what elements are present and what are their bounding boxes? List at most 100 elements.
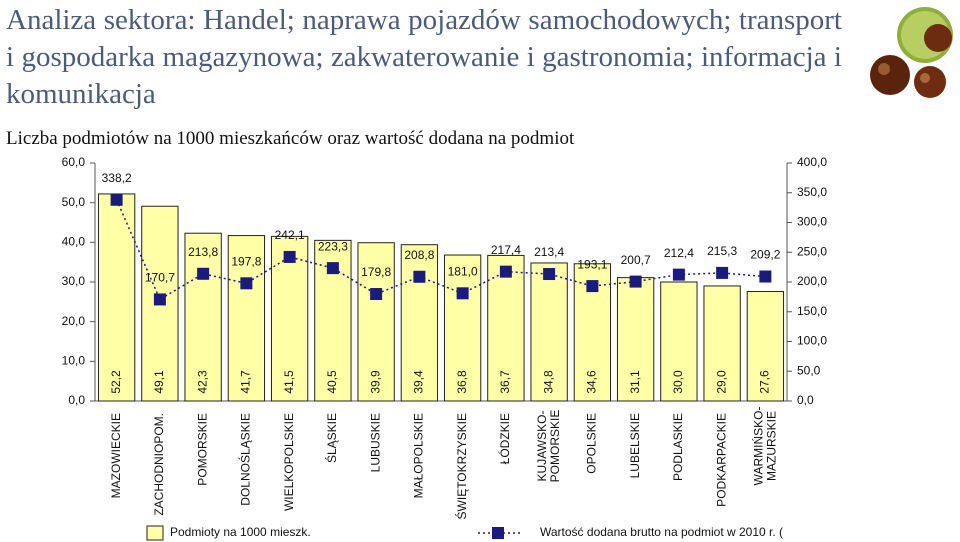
x-tick-label: ŁÓDZKIE [497, 413, 512, 464]
line-value-label: 213,4 [534, 245, 564, 259]
line-marker [326, 262, 339, 275]
x-tick-label: PODLASKIE [671, 413, 685, 481]
bar [357, 242, 395, 402]
line-value-label: 213,8 [188, 245, 218, 259]
bar [270, 235, 309, 402]
bar [616, 277, 655, 402]
x-tick-label: LUBELSKIE [628, 413, 642, 478]
y2-tick-label: 100,0 [797, 334, 827, 348]
bar [746, 291, 785, 402]
x-tick-label: ŚWIĘTOKRZYSKIE [454, 413, 469, 519]
x-tick-label: MAŁOPOLSKIE [412, 413, 426, 498]
line-marker [716, 266, 729, 279]
line-marker [499, 265, 512, 278]
bar-value-label: 30,0 [671, 370, 685, 394]
bar-value-label: 34,6 [585, 370, 599, 394]
y-tick-label: 0,0 [68, 393, 85, 407]
line-marker [629, 275, 642, 288]
bar [487, 254, 525, 402]
x-tick-label: KUJAWSKO-POMORSKIE [535, 410, 562, 483]
y2-tick-label: 50,0 [797, 363, 821, 377]
line-value-label: 217,4 [491, 243, 521, 257]
y2-tick-label: 350,0 [797, 185, 827, 199]
bar [443, 254, 482, 402]
y-tick-label: 20,0 [62, 314, 86, 328]
line-value-label: 242,1 [275, 228, 305, 242]
line-marker [543, 268, 556, 281]
bar [660, 281, 698, 402]
bar-value-label: 36,7 [498, 370, 512, 394]
y2-tick-label: 300,0 [797, 215, 827, 229]
bar [703, 285, 741, 402]
x-tick-label: ZACHODNIOPOM. [152, 413, 166, 516]
line-marker [370, 288, 383, 301]
x-tick-label: ŚLĄSKIE [324, 413, 339, 463]
y2-tick-label: 0,0 [797, 393, 814, 407]
bar-value-label: 27,6 [758, 370, 772, 394]
bar-value-label: 34,8 [541, 370, 555, 394]
bar-value-label: 36,8 [455, 370, 469, 394]
y-tick-label: 30,0 [62, 274, 86, 288]
bar [97, 193, 136, 402]
bar-value-label: 41,7 [239, 370, 253, 394]
x-tick-label: MAZOWIECKIE [109, 413, 123, 498]
x-tick-label: WARMIŃSKO-MAZURSKIE [751, 407, 779, 486]
y-tick-label: 50,0 [62, 195, 86, 209]
y2-tick-label: 250,0 [797, 244, 827, 258]
line-value-label: 223,3 [318, 239, 348, 253]
x-tick-label: PODKARPACKIE [714, 413, 728, 507]
bar-value-label: 39,4 [412, 370, 426, 394]
x-tick-label: POMORSKIE [195, 413, 209, 486]
legend-swatch [146, 525, 164, 541]
bar-value-label: 41,5 [282, 370, 296, 394]
x-tick-label: OPOLSKIE [585, 413, 599, 474]
y2-tick-label: 400,0 [797, 155, 827, 169]
bar-value-label: 29,0 [714, 370, 728, 394]
line-value-label: 215,3 [707, 244, 737, 258]
line-marker [283, 250, 296, 263]
line-marker [759, 270, 772, 283]
line-value-label: 338,2 [102, 171, 132, 185]
chart-subtitle: Liczba podmiotów na 1000 mieszkańców ora… [6, 128, 575, 149]
line-marker [153, 293, 166, 306]
bar-value-label: 31,1 [628, 370, 642, 394]
line-value-label: 200,7 [621, 253, 651, 267]
y-tick-label: 60,0 [62, 155, 86, 169]
bar [184, 232, 222, 402]
bar-value-label: 42,3 [195, 370, 209, 394]
legend-label: Podmioty na 1000 mieszk. [170, 525, 311, 539]
legend-marker [492, 527, 504, 539]
x-tick-label: DOLNOŚLĄSKIE [238, 413, 253, 506]
line-marker [197, 267, 210, 280]
x-tick-label: WIELKOPOLSKIE [282, 413, 296, 511]
value-line [115, 199, 766, 301]
y-tick-label: 40,0 [62, 235, 86, 249]
slide-title: Analiza sektora: Handel; naprawa pojazdó… [6, 4, 842, 110]
line-value-label: 197,8 [231, 254, 261, 268]
x-tick-label: LUBUSKIE [368, 413, 382, 472]
line-marker [586, 280, 599, 293]
line-marker [456, 287, 469, 300]
bar-value-label: 49,1 [152, 370, 166, 394]
line-value-label: 212,4 [664, 246, 694, 260]
y-tick-label: 10,0 [62, 354, 86, 368]
bar-value-label: 40,5 [325, 370, 339, 394]
line-marker [240, 277, 253, 290]
legend-label: Wartość dodana brutto na podmiot w 2010 … [540, 525, 783, 539]
bar-value-label: 52,2 [109, 370, 123, 394]
line-value-label: 179,8 [361, 265, 391, 279]
bar [227, 235, 266, 402]
bar [400, 244, 439, 402]
bar-value-label: 39,9 [368, 370, 382, 394]
line-value-label: 181,0 [448, 264, 478, 278]
chestnut-decoration [870, 7, 953, 98]
line-value-label: 209,2 [750, 248, 780, 262]
line-marker [413, 270, 426, 283]
bar [530, 262, 568, 402]
y2-tick-label: 200,0 [797, 274, 827, 288]
line-marker [672, 268, 685, 281]
line-value-label: 170,7 [145, 271, 175, 285]
line-value-label: 208,8 [404, 248, 434, 262]
